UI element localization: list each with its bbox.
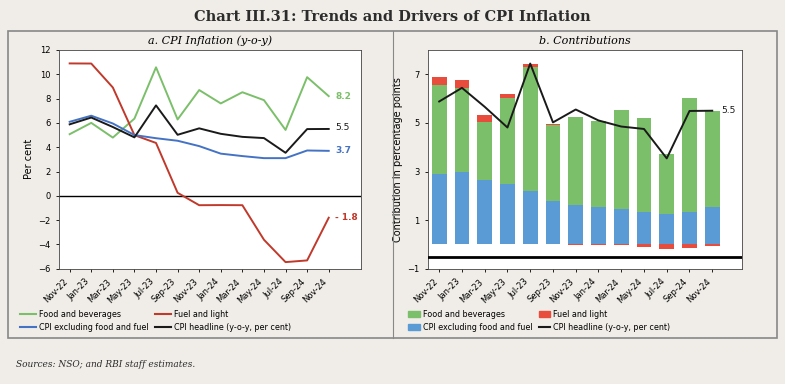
Bar xyxy=(637,212,652,245)
Text: 5.5: 5.5 xyxy=(721,106,736,115)
Title: a. CPI Inflation (y-o-y): a. CPI Inflation (y-o-y) xyxy=(148,36,272,46)
Bar xyxy=(637,118,652,212)
Bar xyxy=(637,245,652,247)
Title: b. Contributions: b. Contributions xyxy=(539,36,630,46)
Legend: Food and beverages, CPI excluding food and fuel, Fuel and light, CPI headline (y: Food and beverages, CPI excluding food a… xyxy=(408,310,670,332)
Bar xyxy=(432,85,447,174)
Bar xyxy=(682,212,697,245)
Bar xyxy=(659,154,674,214)
Bar xyxy=(523,64,538,68)
Bar xyxy=(705,207,720,245)
Bar xyxy=(500,94,515,98)
Bar xyxy=(591,121,606,207)
Bar xyxy=(546,202,560,245)
Bar xyxy=(477,115,492,122)
Bar xyxy=(500,184,515,245)
Bar xyxy=(477,180,492,245)
Text: Chart III.31: Trends and Drivers of CPI Inflation: Chart III.31: Trends and Drivers of CPI … xyxy=(194,10,591,23)
Bar xyxy=(523,68,538,191)
Bar xyxy=(432,174,447,245)
Bar xyxy=(705,111,720,207)
Text: 8.2: 8.2 xyxy=(335,92,351,101)
Y-axis label: Per cent: Per cent xyxy=(24,139,34,179)
Bar xyxy=(477,122,492,180)
Bar xyxy=(614,110,629,209)
Y-axis label: Contribution in percentage points: Contribution in percentage points xyxy=(393,77,403,242)
Text: Sources: NSO; and RBI staff estimates.: Sources: NSO; and RBI staff estimates. xyxy=(16,360,195,369)
Bar xyxy=(568,205,583,245)
Bar xyxy=(682,245,697,248)
Bar xyxy=(659,214,674,245)
Bar xyxy=(568,117,583,205)
Bar xyxy=(682,98,697,212)
Legend: Food and beverages, CPI excluding food and fuel, Fuel and light, CPI headline (y: Food and beverages, CPI excluding food a… xyxy=(20,310,291,332)
Bar xyxy=(705,245,720,246)
Bar xyxy=(591,207,606,245)
Bar xyxy=(523,191,538,245)
Bar xyxy=(659,245,674,248)
Text: - 1.8: - 1.8 xyxy=(335,213,358,222)
Bar xyxy=(614,209,629,245)
Bar xyxy=(500,98,515,184)
Text: 5.5: 5.5 xyxy=(335,122,349,132)
Bar xyxy=(455,172,469,245)
Bar xyxy=(432,77,447,85)
Text: 3.7: 3.7 xyxy=(335,146,351,156)
Bar xyxy=(455,80,469,88)
Bar xyxy=(455,88,469,172)
Bar xyxy=(546,124,560,202)
